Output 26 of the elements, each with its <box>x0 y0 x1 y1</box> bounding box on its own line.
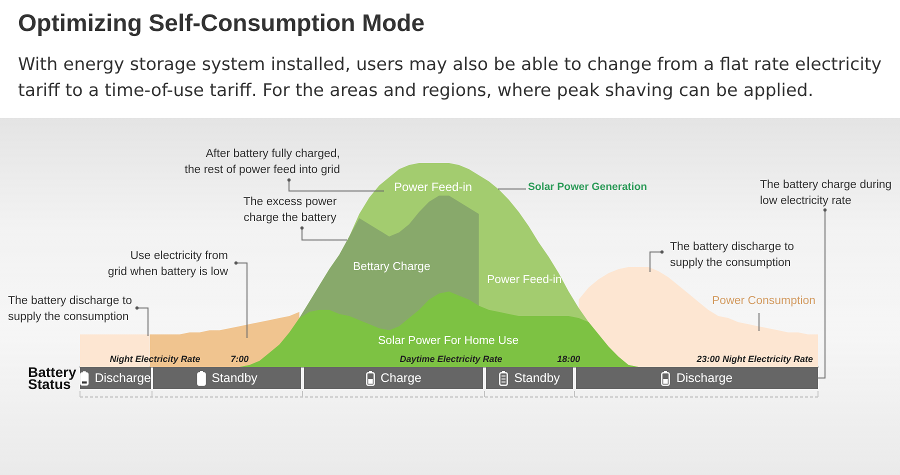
annotation: Power Feed-in <box>394 180 472 194</box>
annotation: Night Electricity Rate <box>110 354 200 364</box>
text: Battery Status <box>28 364 76 392</box>
series-label: Solar Power Generation <box>528 181 648 193</box>
status-block: Standby <box>486 367 573 389</box>
series-label: Bettary Charge <box>353 261 430 273</box>
annotation: The battery charge during low electricity rate <box>760 178 892 209</box>
x-tick-label: 23:00 <box>696 354 720 364</box>
annotation: Daytime Electricity Rate <box>400 354 502 364</box>
annotation: The battery discharge to supply the consumption <box>8 294 132 325</box>
status-block: Discharge <box>576 367 818 389</box>
annotation: Night Electricity Rate <box>722 354 813 364</box>
status-block: Discharge <box>80 367 151 389</box>
x-tick-label: 18:00 <box>557 354 580 364</box>
annotation: After battery fully charged, the rest of power feed into grid <box>184 147 340 178</box>
annotation: Power Feed-in <box>487 274 562 286</box>
chart-title: Optimizing Self-Consumption Mode <box>18 10 425 38</box>
status-block: Standby <box>153 367 301 389</box>
annotation: The battery discharge to supply the consumption <box>670 240 794 271</box>
series-label: Solar Power For Home Use <box>378 335 519 347</box>
series-label: Power Consumption <box>712 295 816 307</box>
annotation: The excess power charge the battery <box>243 195 337 226</box>
x-tick-label: 7:00 <box>230 354 249 364</box>
chart-subtitle: With energy storage system installed, users may also be able to change from a flat rate electricity tariff to a time-of-use tariff. For the areas and regions, where peak shaving can be applied. <box>18 54 882 103</box>
status-block: Charge <box>304 367 483 389</box>
annotation: Use electricity from grid when battery is low <box>108 249 228 280</box>
